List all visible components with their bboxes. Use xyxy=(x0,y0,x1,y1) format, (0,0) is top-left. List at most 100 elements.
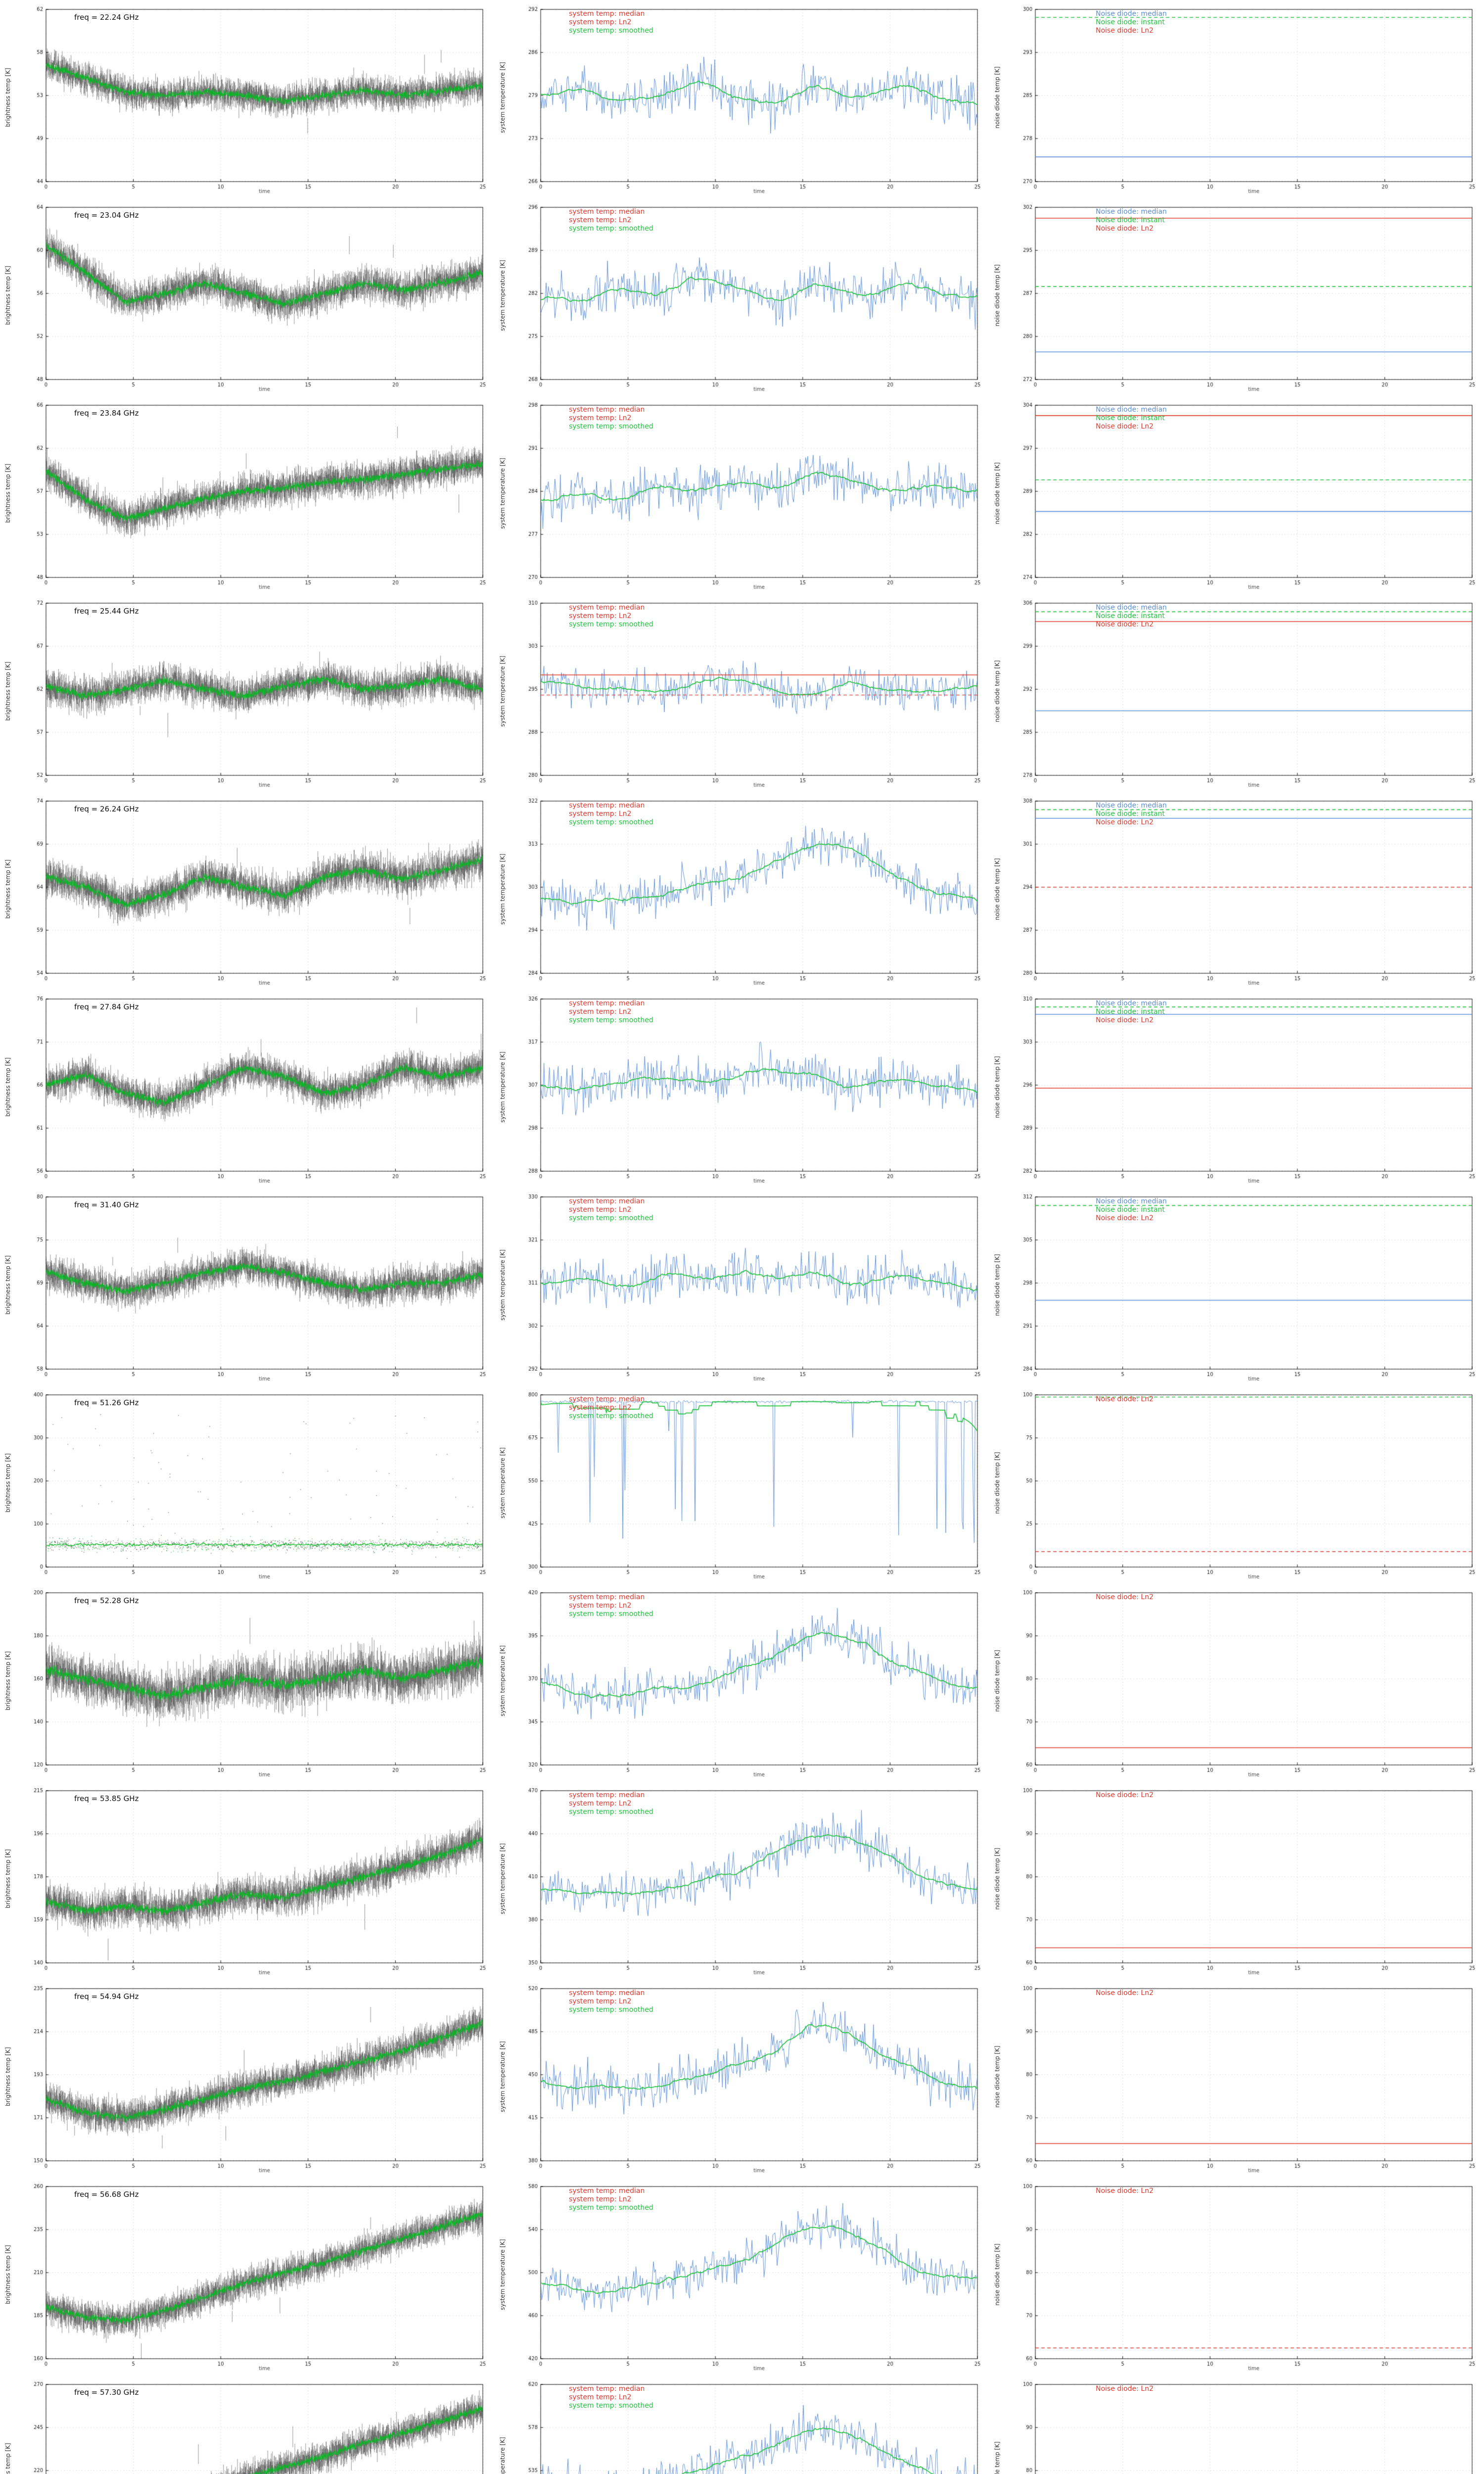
y-axis-label: brightness temp [K] xyxy=(4,2443,11,2474)
legend-entry: Noise diode: instant xyxy=(1096,216,1165,224)
legend-entry: system temp: smoothed xyxy=(569,620,653,628)
legend-entry: Noise diode: Ln2 xyxy=(1096,423,1154,430)
legend-entry: system temp: smoothed xyxy=(569,1610,653,1618)
legend-entry: system temp: median xyxy=(569,10,645,18)
plot-title: freq = 51.26 GHz xyxy=(74,1398,139,1407)
y-axis-label: noise diode temp [K] xyxy=(994,66,1001,129)
plot-canvas-noise-diode xyxy=(1008,2379,1478,2474)
plot-legend: Noise diode: median Noise diode: instant N… xyxy=(1096,208,1167,233)
y-axis-label: system temperature [K] xyxy=(499,458,506,529)
plot-title: freq = 54.94 GHz xyxy=(74,1992,139,2001)
plot-canvas-noise-diode xyxy=(1008,1389,1478,1580)
plot-canvas-brightness xyxy=(19,993,489,1184)
legend-entry: Noise diode: instant xyxy=(1096,810,1165,818)
plot-legend: Noise diode: median Noise diode: instant N… xyxy=(1096,1197,1167,1223)
plot-cell-noise-diode: noise diode temp [K] Noise diode: Ln2 xyxy=(989,2177,1484,2375)
legend-entry: Noise diode: instant xyxy=(1096,1206,1165,1214)
legend-entry: Noise diode: instant xyxy=(1096,1008,1165,1016)
legend-entry: system temp: median xyxy=(569,604,645,612)
y-axis-label: brightness temp [K] xyxy=(4,1453,11,1513)
legend-entry: system temp: Ln2 xyxy=(569,414,632,422)
y-axis-label: brightness temp [K] xyxy=(4,1849,11,1908)
legend-entry: Noise diode: median xyxy=(1096,802,1167,809)
plot-cell-brightness: brightness temp [K] freq = 27.84 GHz xyxy=(0,990,495,1188)
y-axis-label: system temperature [K] xyxy=(499,2041,506,2112)
y-axis-label: noise diode temp [K] xyxy=(994,2441,1001,2474)
plot-title: freq = 52.28 GHz xyxy=(74,1596,139,1605)
plot-cell-system-temp: system temperature [K] system temp: medi… xyxy=(495,0,989,198)
plot-cell-noise-diode: noise diode temp [K] Noise diode: Ln2 xyxy=(989,1979,1484,2177)
plot-canvas-noise-diode xyxy=(1008,399,1478,590)
y-axis-label: noise diode temp [K] xyxy=(994,2243,1001,2306)
legend-entry: Noise diode: median xyxy=(1096,604,1167,612)
plot-canvas-brightness xyxy=(19,1983,489,2174)
plot-legend: system temp: median system temp: Ln2 syste… xyxy=(569,406,653,431)
y-axis-label: system temperature [K] xyxy=(499,62,506,133)
plot-canvas-noise-diode xyxy=(1008,1785,1478,1976)
legend-entry: system temp: median xyxy=(569,1989,645,1997)
plot-legend: Noise diode: median Noise diode: instant N… xyxy=(1096,406,1167,431)
legend-entry: system temp: Ln2 xyxy=(569,2195,632,2203)
legend-entry: system temp: smoothed xyxy=(569,2006,653,2014)
plot-cell-noise-diode: noise diode temp [K] Noise diode: Ln2 xyxy=(989,1781,1484,1979)
plot-cell-brightness: brightness temp [K] freq = 56.68 GHz xyxy=(0,2177,495,2375)
y-axis-label: noise diode temp [K] xyxy=(994,858,1001,920)
y-axis-label: brightness temp [K] xyxy=(4,2047,11,2106)
plot-canvas-system-temp xyxy=(513,795,983,986)
plot-legend: Noise diode: Ln2 xyxy=(1096,2385,1154,2393)
y-axis-label: system temperature [K] xyxy=(499,1249,506,1321)
plot-canvas-system-temp xyxy=(513,993,983,1184)
plot-canvas-noise-diode xyxy=(1008,1587,1478,1778)
plot-cell-brightness: brightness temp [K] freq = 53.85 GHz xyxy=(0,1781,495,1979)
plot-canvas-noise-diode xyxy=(1008,795,1478,986)
legend-entry: system temp: smoothed xyxy=(569,27,653,35)
y-axis-label: system temperature [K] xyxy=(499,1645,506,1716)
plot-legend: Noise diode: Ln2 xyxy=(1096,1395,1154,1404)
legend-entry: system temp: smoothed xyxy=(569,2204,653,2212)
legend-entry: Noise diode: Ln2 xyxy=(1096,1989,1154,1997)
plot-canvas-system-temp xyxy=(513,1389,983,1580)
y-axis-label: brightness temp [K] xyxy=(4,2245,11,2304)
legend-entry: system temp: median xyxy=(569,2385,645,2393)
plot-legend: system temp: median system temp: Ln2 syste… xyxy=(569,1593,653,1618)
plot-canvas-system-temp xyxy=(513,399,983,590)
y-axis-label: noise diode temp [K] xyxy=(994,462,1001,524)
plot-title: freq = 27.84 GHz xyxy=(74,1002,139,1011)
legend-entry: Noise diode: Ln2 xyxy=(1096,1593,1154,1601)
legend-entry: system temp: Ln2 xyxy=(569,1206,632,1214)
legend-entry: Noise diode: instant xyxy=(1096,612,1165,620)
plot-title: freq = 56.68 GHz xyxy=(74,2190,139,2199)
plot-cell-system-temp: system temperature [K] system temp: medi… xyxy=(495,990,989,1188)
y-axis-label: system temperature [K] xyxy=(499,1051,506,1123)
legend-entry: Noise diode: Ln2 xyxy=(1096,225,1154,233)
legend-entry: system temp: Ln2 xyxy=(569,1998,632,2005)
plot-canvas-system-temp xyxy=(513,1191,983,1382)
legend-entry: system temp: median xyxy=(569,1395,645,1403)
legend-entry: system temp: Ln2 xyxy=(569,1008,632,1016)
legend-entry: system temp: Ln2 xyxy=(569,216,632,224)
plot-cell-brightness: brightness temp [K] freq = 26.24 GHz xyxy=(0,792,495,990)
legend-entry: Noise diode: instant xyxy=(1096,18,1165,26)
plot-title: freq = 31.40 GHz xyxy=(74,1200,139,1209)
plot-canvas-noise-diode xyxy=(1008,3,1478,194)
plot-cell-noise-diode: noise diode temp [K] Noise diode: median… xyxy=(989,396,1484,594)
plot-legend: system temp: median system temp: Ln2 syste… xyxy=(569,999,653,1025)
plot-canvas-system-temp xyxy=(513,597,983,788)
y-axis-label: system temperature [K] xyxy=(499,854,506,925)
y-axis-label: brightness temp [K] xyxy=(4,1651,11,1711)
y-axis-label: system temperature [K] xyxy=(499,1447,506,1519)
legend-entry: system temp: Ln2 xyxy=(569,1800,632,1808)
plot-cell-system-temp: system temperature [K] system temp: medi… xyxy=(495,1385,989,1583)
plot-canvas-noise-diode xyxy=(1008,201,1478,392)
legend-entry: system temp: smoothed xyxy=(569,1016,653,1024)
plot-cell-noise-diode: noise diode temp [K] Noise diode: median… xyxy=(989,0,1484,198)
plot-canvas-brightness xyxy=(19,2379,489,2474)
legend-entry: Noise diode: median xyxy=(1096,10,1167,18)
plot-cell-noise-diode: noise diode temp [K] Noise diode: Ln2 xyxy=(989,1583,1484,1781)
plot-cell-system-temp: system temperature [K] system temp: medi… xyxy=(495,792,989,990)
plot-legend: Noise diode: Ln2 xyxy=(1096,1989,1154,1998)
legend-entry: Noise diode: Ln2 xyxy=(1096,620,1154,628)
legend-entry: system temp: Ln2 xyxy=(569,2393,632,2401)
plot-canvas-noise-diode xyxy=(1008,597,1478,788)
